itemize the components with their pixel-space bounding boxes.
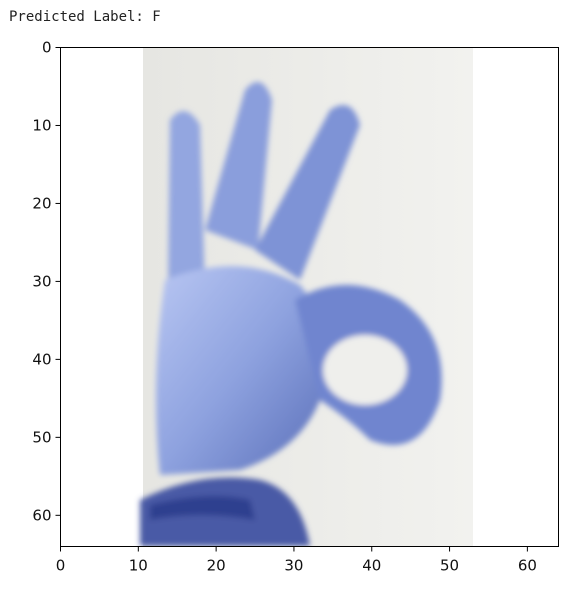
x-tick-label: 30 bbox=[284, 557, 303, 575]
y-tick-label: 50 bbox=[32, 428, 51, 446]
hand-sign-image bbox=[60, 47, 559, 547]
x-tick-label: 0 bbox=[56, 557, 66, 575]
x-tick-label: 40 bbox=[362, 557, 381, 575]
y-tick-label: 60 bbox=[32, 506, 51, 524]
y-axis: 0 10 20 30 40 50 60 bbox=[32, 39, 61, 524]
y-tick-label: 0 bbox=[42, 39, 52, 57]
predicted-label-output: Predicted Label: F bbox=[9, 9, 161, 25]
predicted-label-value: F bbox=[152, 9, 161, 25]
y-tick-label: 40 bbox=[32, 350, 51, 368]
y-tick-label: 30 bbox=[32, 272, 51, 290]
y-tick-label: 20 bbox=[32, 194, 51, 212]
predicted-label-prefix: Predicted Label: bbox=[9, 9, 144, 25]
axes-frame bbox=[60, 47, 559, 547]
x-axis: 0 10 20 30 40 50 60 bbox=[56, 546, 537, 575]
gloved-hand bbox=[140, 82, 442, 546]
y-tick-label: 10 bbox=[32, 116, 51, 134]
x-tick-label: 50 bbox=[440, 557, 459, 575]
x-tick-label: 20 bbox=[207, 557, 226, 575]
x-tick-label: 60 bbox=[518, 557, 537, 575]
x-tick-label: 10 bbox=[129, 557, 148, 575]
